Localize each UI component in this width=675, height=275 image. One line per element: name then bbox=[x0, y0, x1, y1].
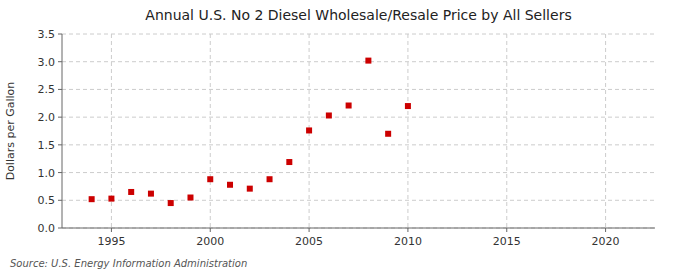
x-grid-line bbox=[407, 34, 408, 228]
point bbox=[286, 159, 292, 165]
x-tick bbox=[605, 228, 606, 232]
point bbox=[267, 176, 273, 182]
y-tick-label: 0.0 bbox=[38, 222, 56, 235]
x-tick-label: 1995 bbox=[97, 235, 125, 248]
point bbox=[365, 58, 371, 64]
x-tick-label: 2010 bbox=[394, 235, 422, 248]
y-tick bbox=[58, 200, 62, 201]
y-grid-line bbox=[62, 89, 655, 90]
x-tick-label: 2005 bbox=[295, 235, 323, 248]
y-tick bbox=[58, 172, 62, 173]
y-grid-line bbox=[62, 172, 655, 173]
y-grid-line bbox=[62, 61, 655, 62]
point bbox=[187, 195, 193, 201]
axes: 0.0 0.5 1.0 1.5 2.0 2.5 3.0 3.5 1995 2000 2005 2010… bbox=[38, 28, 656, 248]
x-tick-label: 2000 bbox=[196, 235, 224, 248]
y-grid-line bbox=[62, 144, 655, 145]
point bbox=[168, 200, 174, 206]
point bbox=[326, 112, 332, 118]
x-grid-line bbox=[210, 34, 211, 228]
y-axis-label: Dollars per Gallon bbox=[4, 82, 17, 181]
point bbox=[247, 186, 253, 192]
point bbox=[89, 196, 95, 202]
y-grid-line bbox=[62, 34, 655, 35]
y-tick-label: 3.5 bbox=[38, 28, 56, 41]
x-tick-label: 2020 bbox=[592, 235, 620, 248]
y-tick-label: 3.0 bbox=[38, 56, 56, 69]
point bbox=[227, 182, 233, 188]
point bbox=[108, 196, 114, 202]
chart: Annual U.S. No 2 Diesel Wholesale/Resale… bbox=[0, 0, 675, 275]
y-grid-line bbox=[62, 228, 655, 229]
y-tick bbox=[58, 117, 62, 118]
points bbox=[89, 58, 411, 206]
point bbox=[207, 176, 213, 182]
y-tick bbox=[58, 144, 62, 145]
grid bbox=[62, 34, 655, 228]
y-tick bbox=[58, 89, 62, 90]
y-tick bbox=[58, 228, 62, 229]
y-tick bbox=[58, 61, 62, 62]
y-grid-line bbox=[62, 200, 655, 201]
y-tick-label: 1.5 bbox=[38, 139, 56, 152]
point bbox=[385, 131, 391, 137]
annotation: Source: U.S. Energy Information Administ… bbox=[10, 258, 247, 269]
title: Annual U.S. No 2 Diesel Wholesale/Resale… bbox=[145, 7, 571, 23]
y-axis-line bbox=[62, 34, 63, 228]
point bbox=[405, 103, 411, 109]
y-grid-line bbox=[62, 117, 655, 118]
x-tick-label: 2015 bbox=[493, 235, 521, 248]
y-tick-label: 0.5 bbox=[38, 194, 56, 207]
x-tick bbox=[407, 228, 408, 232]
y-tick-label: 2.0 bbox=[38, 111, 56, 124]
x-axis-line bbox=[62, 228, 655, 229]
point bbox=[148, 191, 154, 197]
point bbox=[306, 127, 312, 133]
x-tick bbox=[210, 228, 211, 232]
y-tick bbox=[58, 34, 62, 35]
x-tick bbox=[506, 228, 507, 232]
x-grid-line bbox=[605, 34, 606, 228]
x-tick bbox=[111, 228, 112, 232]
x-tick bbox=[309, 228, 310, 232]
point bbox=[128, 189, 134, 195]
y-tick-label: 1.0 bbox=[38, 167, 56, 180]
point bbox=[346, 103, 352, 109]
x-grid-line bbox=[506, 34, 507, 228]
y-tick-label: 2.5 bbox=[38, 83, 56, 96]
